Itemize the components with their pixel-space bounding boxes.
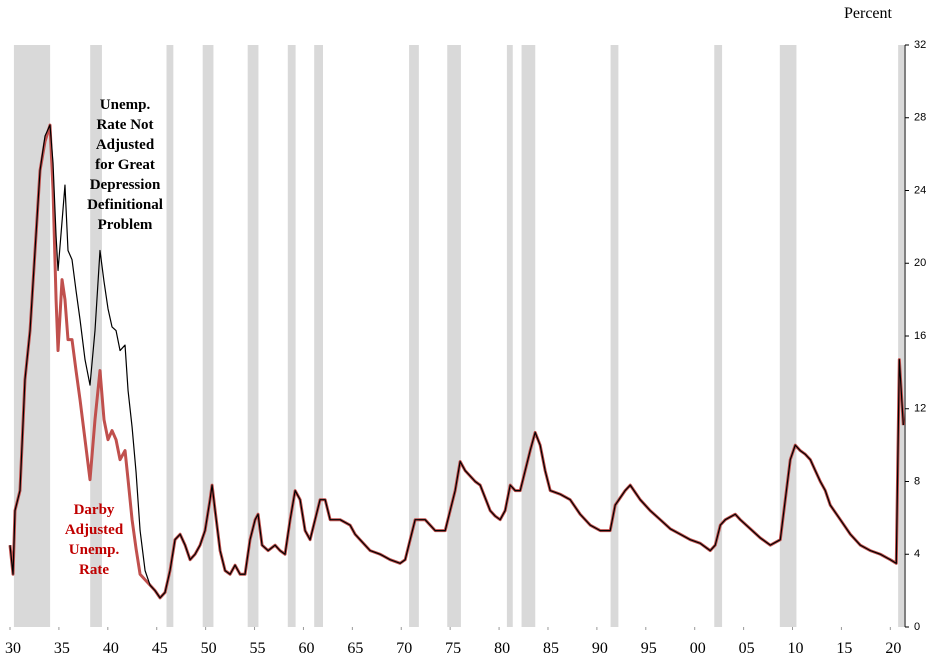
recession-band	[506, 45, 513, 627]
x-tick-label: 00	[690, 640, 706, 657]
recession-band	[13, 45, 51, 627]
x-tick-label: 85	[543, 640, 559, 657]
x-tick-label: 30	[5, 640, 21, 657]
x-tick-label: 35	[54, 640, 70, 657]
y-axis-label: Percent	[844, 5, 893, 22]
y-tick-label: 12	[914, 403, 926, 415]
recession-band	[779, 45, 797, 627]
x-tick-label: 65	[347, 640, 363, 657]
x-tick-label: 20	[885, 640, 901, 657]
x-tick-label: 55	[250, 640, 266, 657]
y-tick-label: 24	[914, 184, 926, 196]
recession-band	[90, 45, 102, 627]
recession-band	[202, 45, 214, 627]
x-tick-label: 10	[788, 640, 804, 657]
y-tick-label: 4	[914, 548, 920, 560]
x-tick-label: 70	[396, 640, 412, 657]
x-tick-label: 60	[298, 640, 314, 657]
recession-band	[447, 45, 461, 627]
recession-band	[287, 45, 296, 627]
recession-band	[409, 45, 419, 627]
series-line	[9, 124, 904, 599]
series-label: Unemp. Rate Not Adjusted for Great Depre…	[87, 97, 163, 233]
recession-band	[314, 45, 324, 627]
x-tick-label: 40	[103, 640, 119, 657]
x-tick-label: 50	[201, 640, 217, 657]
series-label: Darby Adjusted Unemp. Rate	[64, 502, 124, 578]
x-tick-label: 05	[739, 640, 755, 657]
x-tick-label: 75	[445, 640, 461, 657]
recession-band	[610, 45, 619, 627]
recession-band	[247, 45, 259, 627]
y-tick-label: 28	[914, 112, 926, 124]
y-tick-label: 0	[914, 621, 920, 633]
y-tick-label: 8	[914, 475, 920, 487]
y-tick-label: 32	[914, 39, 926, 51]
recession-band	[714, 45, 723, 627]
y-tick-label: 16	[914, 330, 926, 342]
recession-band	[521, 45, 536, 627]
x-tick-label: 95	[641, 640, 657, 657]
y-tick-label: 20	[914, 257, 926, 269]
x-tick-label: 15	[836, 640, 852, 657]
x-tick-label: 80	[494, 640, 510, 657]
x-tick-label: 90	[592, 640, 608, 657]
x-tick-label: 45	[152, 640, 168, 657]
recession-band	[898, 45, 905, 627]
recession-band	[166, 45, 174, 627]
